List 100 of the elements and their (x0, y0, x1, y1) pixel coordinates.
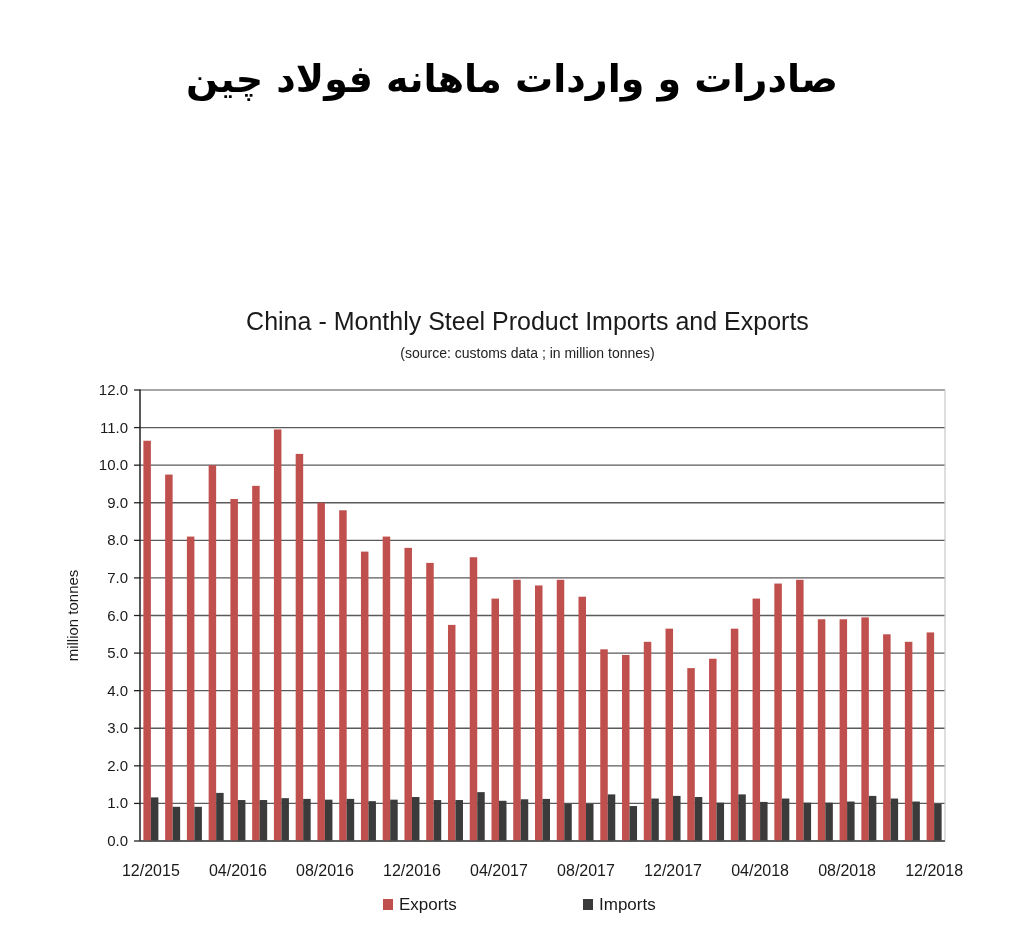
bar (172, 806, 181, 841)
bar (230, 498, 238, 841)
bar (295, 453, 304, 841)
bar (912, 801, 920, 841)
x-tick-label: 12/2016 (383, 862, 441, 879)
y-tick-label: 5.0 (107, 644, 128, 662)
bar (586, 803, 594, 841)
bar (382, 536, 391, 841)
bar (847, 801, 855, 841)
bar (186, 536, 195, 841)
legend-label: Exports (399, 895, 457, 914)
bar (564, 803, 572, 841)
x-tick-label: 08/2018 (818, 862, 877, 879)
text: (source: customs data ; in million tonnes) (400, 345, 655, 361)
bar (303, 798, 311, 841)
bar (491, 598, 499, 841)
x-tick-label: 12/2017 (644, 862, 703, 879)
bar (469, 557, 478, 841)
bar (934, 803, 942, 841)
bar (643, 641, 652, 841)
y-tick-label: 9.0 (107, 493, 128, 511)
bar (208, 465, 217, 841)
bar (426, 562, 434, 841)
bar (817, 619, 826, 841)
legend-label: Imports (599, 895, 656, 914)
y-tick-label: 1.0 (107, 794, 128, 812)
bar (281, 798, 289, 841)
bar (404, 547, 412, 841)
bar (883, 634, 891, 841)
bar (926, 632, 935, 841)
bar (738, 794, 746, 841)
y-axis-title: million tonnes (64, 569, 81, 662)
bar (165, 474, 173, 841)
y-tick-label: 4.0 (107, 681, 128, 699)
bar (629, 806, 638, 841)
bar (868, 795, 877, 841)
bar (622, 654, 630, 841)
bar (143, 440, 151, 841)
bar (904, 641, 913, 841)
bar (368, 801, 376, 841)
bar (607, 794, 616, 841)
y-tick-label: 6.0 (107, 606, 128, 624)
bar (760, 801, 768, 841)
bar (861, 617, 869, 841)
y-tick-label: 2.0 (107, 756, 128, 774)
x-tick-label: 12/2018 (905, 862, 964, 879)
bar (535, 585, 543, 841)
bar (317, 502, 325, 841)
bar (477, 792, 485, 841)
y-tick-label: 0.0 (107, 832, 128, 849)
bar (513, 579, 521, 841)
bar (600, 649, 608, 841)
y-tick-label: 11.0 (99, 418, 128, 436)
bar (774, 583, 782, 841)
x-tick-label: 08/2016 (296, 862, 354, 879)
y-tick-label: 12.0 (98, 381, 128, 398)
bar (498, 800, 507, 841)
x-tick-label: 04/2017 (470, 862, 528, 879)
bar (890, 798, 899, 841)
x-tick-label: 04/2018 (731, 862, 790, 879)
bar (520, 799, 529, 841)
bar (673, 795, 681, 841)
y-tick-label: 3.0 (107, 719, 128, 737)
bar (716, 802, 725, 841)
bar (781, 798, 790, 841)
y-tick-label: 7.0 (107, 568, 128, 586)
bar (339, 510, 347, 841)
bar (651, 798, 659, 841)
chart-subtitle: China - Monthly Steel Product Imports and Exports (246, 307, 809, 335)
bar (433, 800, 442, 841)
bar (324, 799, 333, 841)
bar (216, 792, 224, 841)
bar (390, 799, 398, 841)
bar (259, 800, 268, 841)
bar (803, 802, 812, 841)
bar (709, 658, 717, 841)
bar (411, 797, 420, 841)
bar (687, 668, 695, 841)
bar (252, 485, 260, 841)
x-tick-label: 08/2017 (557, 862, 616, 879)
x-tick-label: 04/2016 (208, 862, 267, 879)
bar (346, 798, 355, 841)
chart-title: صادرات و واردات ماهانه فولاد چین (186, 57, 838, 102)
bar (730, 628, 739, 841)
bar (455, 800, 463, 841)
bar (273, 429, 282, 841)
bar (542, 798, 550, 841)
bar (694, 797, 703, 841)
y-tick-label: 8.0 (107, 531, 128, 549)
x-tick-label: 12/2015 (121, 862, 180, 879)
bar (194, 806, 202, 841)
bar (796, 579, 804, 841)
bar (825, 802, 833, 841)
y-tick-label: 10.0 (98, 456, 128, 474)
bar (556, 579, 565, 841)
bar (237, 800, 246, 841)
bar (839, 619, 848, 841)
bar (578, 596, 587, 841)
bar (447, 624, 456, 841)
bar (150, 797, 159, 841)
